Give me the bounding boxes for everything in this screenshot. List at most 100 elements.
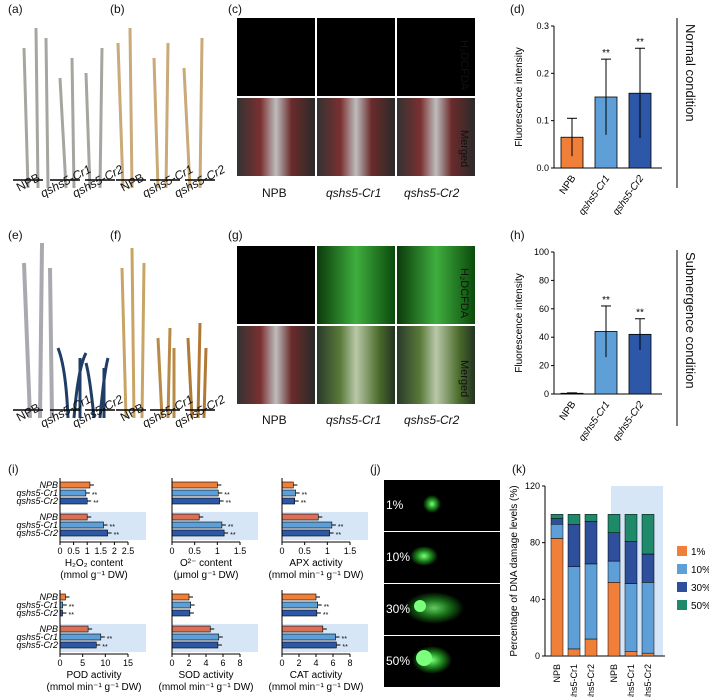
comet-label: 10% bbox=[386, 550, 411, 564]
x-tick-label: 0 bbox=[279, 658, 284, 668]
y-tick-label: 20 bbox=[539, 361, 549, 371]
panel-label-e: (e) bbox=[8, 228, 23, 242]
bar bbox=[281, 633, 336, 641]
bar bbox=[59, 529, 108, 537]
x-tick-label: 1 bbox=[85, 546, 90, 556]
y-tick-label: 40 bbox=[530, 594, 540, 604]
comet-panel: 1% 10% 30% 50% bbox=[384, 480, 500, 688]
stack-30% bbox=[641, 553, 655, 583]
bar bbox=[281, 521, 333, 529]
panel-label-c: (c) bbox=[228, 2, 242, 16]
micro-genotype-label: NPB bbox=[262, 186, 287, 200]
x-tick-label: qshs5-Cr1 bbox=[577, 399, 612, 443]
legend-swatch bbox=[677, 564, 687, 574]
comet-label: 50% bbox=[386, 654, 411, 668]
panel-label-a: (a) bbox=[8, 2, 23, 16]
x-tick-label: 0.5 bbox=[67, 546, 80, 556]
x-tick-label: qshs5-Cr2 bbox=[611, 399, 647, 443]
significance-mark: ** bbox=[323, 612, 329, 619]
bar bbox=[59, 633, 102, 641]
stack-1% bbox=[550, 538, 564, 657]
stack-30% bbox=[584, 521, 598, 565]
legend-swatch bbox=[677, 546, 687, 556]
bar bbox=[59, 641, 97, 649]
significance-mark: ** bbox=[636, 37, 644, 48]
microscopy-row-label: H₂DCFDA bbox=[458, 40, 470, 91]
significance-mark: ** bbox=[336, 532, 342, 539]
bar bbox=[171, 529, 225, 537]
significance-mark: ** bbox=[226, 500, 232, 507]
stack-1% bbox=[607, 582, 621, 657]
x-axis-unit: (mmol min⁻¹ g⁻¹ DW) bbox=[47, 682, 142, 693]
legend-label: 10% bbox=[691, 565, 709, 576]
row-label: qshs5-Cr2 bbox=[16, 640, 58, 650]
x-tick-label: 2 bbox=[112, 546, 117, 556]
bar bbox=[171, 593, 190, 601]
x-axis-label: O²⁻ content bbox=[180, 558, 232, 569]
x-tick-label: 6 bbox=[220, 658, 225, 668]
significance-mark: ** bbox=[324, 604, 330, 611]
micro-genotype-label: qshs5-Cr2 bbox=[404, 413, 460, 427]
row-label: NPB bbox=[39, 624, 58, 634]
x-axis-unit: (μmol g⁻¹ DW) bbox=[174, 570, 239, 581]
significance-mark: ** bbox=[110, 524, 116, 531]
bar bbox=[171, 625, 211, 633]
stack-1% bbox=[641, 652, 655, 657]
bar bbox=[281, 609, 318, 617]
stack-10% bbox=[641, 582, 655, 654]
y-tick-label: 0.0 bbox=[536, 163, 549, 173]
panel-label-b: (b) bbox=[110, 2, 125, 16]
stack-10% bbox=[567, 566, 581, 650]
x-tick-label: 8 bbox=[237, 658, 242, 668]
y-axis-label: Fluorescence intensity bbox=[514, 47, 525, 147]
x-tick-label: 1.5 bbox=[95, 546, 108, 556]
stack-50% bbox=[550, 514, 564, 519]
bar bbox=[59, 489, 87, 497]
x-tick-label: 0 bbox=[57, 546, 62, 556]
stack-30% bbox=[550, 518, 564, 525]
significance-mark: ** bbox=[93, 500, 99, 507]
bar bbox=[281, 625, 324, 633]
chart-h: 0 20 40 60 80 100 Fluorescence intensity NPB ** q… bbox=[514, 247, 662, 444]
bar bbox=[281, 513, 319, 521]
x-tick-label: NPB bbox=[552, 664, 562, 683]
row-label: qshs5-Cr2 bbox=[16, 528, 58, 538]
bar bbox=[59, 513, 88, 521]
bar bbox=[171, 641, 219, 649]
row-label: qshs5-Cr1 bbox=[16, 600, 58, 610]
x-tick-label: 2 bbox=[186, 658, 191, 668]
microscopy-row-label: H₂DCFDA bbox=[458, 268, 470, 319]
significance-mark: ** bbox=[342, 636, 348, 643]
chart-k: 0 40 80 120 Percentage of DNA damage levels … bbox=[509, 481, 709, 697]
micro-genotype-label: qshs5-Cr1 bbox=[326, 186, 382, 200]
y-tick-label: 0.3 bbox=[536, 21, 549, 31]
significance-mark: ** bbox=[301, 500, 307, 507]
bar bbox=[281, 529, 330, 537]
x-tick-label: 0 bbox=[169, 658, 174, 668]
microscopy-grid-c bbox=[237, 18, 475, 176]
bar bbox=[171, 633, 220, 641]
condition-sub: Submergence condition bbox=[683, 252, 698, 389]
x-axis-label: H₂O₂ content bbox=[65, 558, 124, 569]
y-tick-label: 0.1 bbox=[536, 116, 549, 126]
legend-swatch bbox=[677, 600, 687, 610]
panel-label-h: (h) bbox=[510, 228, 525, 242]
stack-30% bbox=[567, 524, 581, 567]
row-label: NPB bbox=[39, 592, 58, 602]
legend-label: 1% bbox=[691, 547, 706, 558]
x-tick-label: qshs5-Cr1 bbox=[626, 664, 636, 697]
bar bbox=[281, 489, 296, 497]
microscopy-row-label: Merged bbox=[458, 130, 470, 168]
x-axis-unit: (mmol g⁻¹ DW) bbox=[60, 570, 128, 581]
bar bbox=[281, 497, 295, 505]
significance-mark: ** bbox=[342, 644, 348, 651]
row-label: qshs5-Cr2 bbox=[16, 496, 58, 506]
bar bbox=[171, 489, 219, 497]
x-tick-label: 0 bbox=[169, 546, 174, 556]
significance-mark: ** bbox=[602, 48, 610, 59]
stack-30% bbox=[607, 532, 621, 562]
y-tick-label: 0 bbox=[535, 651, 540, 661]
bar bbox=[59, 521, 104, 529]
significance-mark: ** bbox=[302, 492, 308, 499]
y-tick-label: 120 bbox=[525, 481, 540, 491]
